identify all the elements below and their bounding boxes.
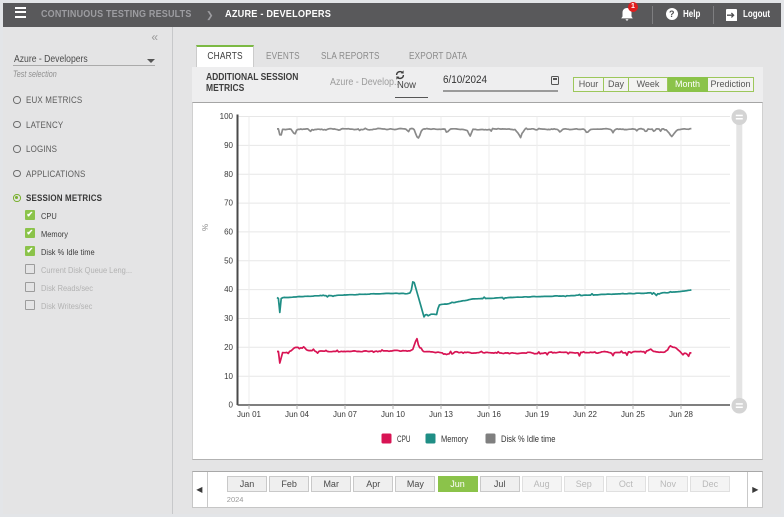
svg-text:Jun 22: Jun 22 bbox=[573, 410, 598, 419]
svg-text:Jun 07: Jun 07 bbox=[333, 410, 358, 419]
svg-text:Jun 01: Jun 01 bbox=[237, 410, 262, 419]
svg-text:80: 80 bbox=[224, 170, 233, 179]
svg-text:Jun 10: Jun 10 bbox=[381, 410, 406, 419]
svg-text:Jun 19: Jun 19 bbox=[525, 410, 550, 419]
svg-text:90: 90 bbox=[224, 141, 233, 150]
svg-text:Jun 04: Jun 04 bbox=[285, 410, 310, 419]
svg-text:%: % bbox=[201, 224, 210, 231]
svg-text:Memory: Memory bbox=[441, 434, 468, 444]
svg-text:Jun 28: Jun 28 bbox=[669, 410, 694, 419]
svg-text:40: 40 bbox=[224, 285, 233, 294]
svg-text:Jun 16: Jun 16 bbox=[477, 410, 502, 419]
svg-text:Disk % Idle time: Disk % Idle time bbox=[501, 434, 556, 444]
svg-text:20: 20 bbox=[224, 343, 233, 352]
svg-text:10: 10 bbox=[224, 372, 233, 381]
svg-text:Jun 25: Jun 25 bbox=[621, 410, 646, 419]
svg-text:0: 0 bbox=[229, 401, 234, 410]
svg-text:60: 60 bbox=[224, 228, 233, 237]
svg-text:CPU: CPU bbox=[397, 434, 411, 444]
svg-text:Jun 13: Jun 13 bbox=[429, 410, 454, 419]
svg-text:30: 30 bbox=[224, 314, 233, 323]
svg-text:100: 100 bbox=[220, 112, 234, 121]
svg-text:70: 70 bbox=[224, 199, 233, 208]
svg-text:50: 50 bbox=[224, 256, 233, 265]
